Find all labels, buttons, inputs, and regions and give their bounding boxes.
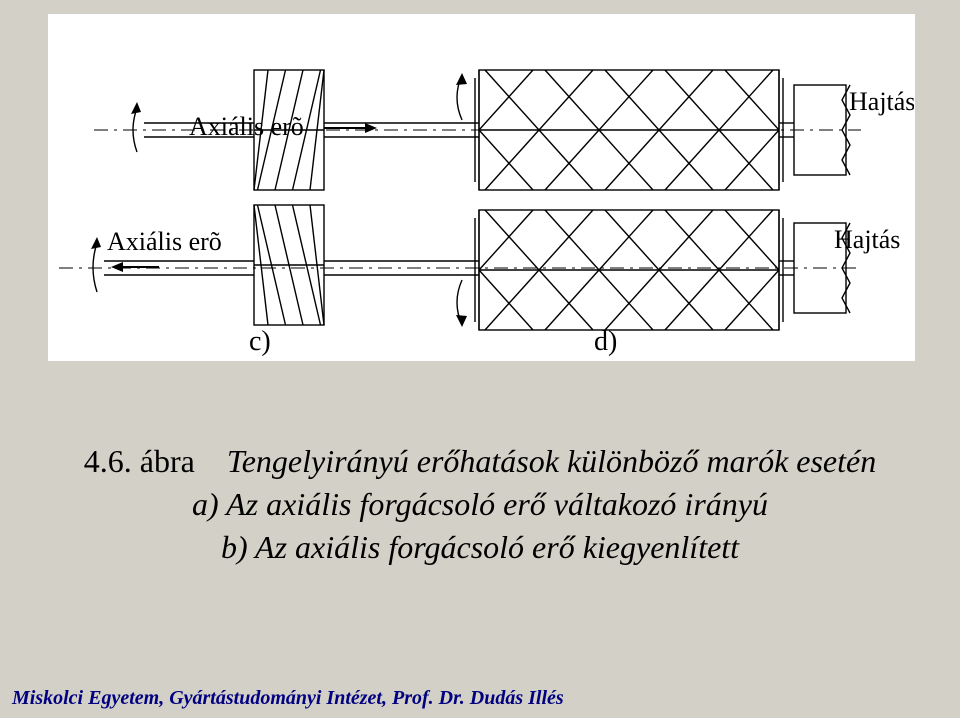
svg-text:Hajtás: Hajtás — [849, 87, 914, 116]
svg-text:Hajtás: Hajtás — [834, 225, 900, 254]
figure-caption: 4.6. ábra Tengelyirányú erőhatások külön… — [0, 440, 960, 570]
caption-line-b: b) Az axiális forgácsoló erő kiegyenlíte… — [0, 526, 960, 569]
figure-box: Axiális erõ Axiális erõ Hajtás Hajtás c) d) — [48, 14, 915, 361]
caption-line-a: a) Az axiális forgácsoló erő váltakozó i… — [0, 483, 960, 526]
caption-line-1: 4.6. ábra Tengelyirányú erőhatások külön… — [0, 440, 960, 483]
slide-root: Axiális erõ Axiális erõ Hajtás Hajtás c) d) 4… — [0, 0, 960, 718]
figure-svg: Axiális erõ Axiális erõ Hajtás Hajtás c) d) — [49, 15, 914, 360]
svg-text:c): c) — [249, 326, 271, 357]
svg-text:d): d) — [594, 326, 617, 357]
caption-number: 4.6. ábra — [84, 443, 195, 479]
footer-credit: Miskolci Egyetem, Gyártástudományi Intéz… — [12, 687, 564, 710]
svg-text:Axiális erõ: Axiális erõ — [189, 112, 304, 141]
caption-title-italic: Tengelyirányú erőhatások különböző marók… — [227, 443, 876, 479]
svg-text:Axiális erõ: Axiális erõ — [107, 227, 222, 256]
